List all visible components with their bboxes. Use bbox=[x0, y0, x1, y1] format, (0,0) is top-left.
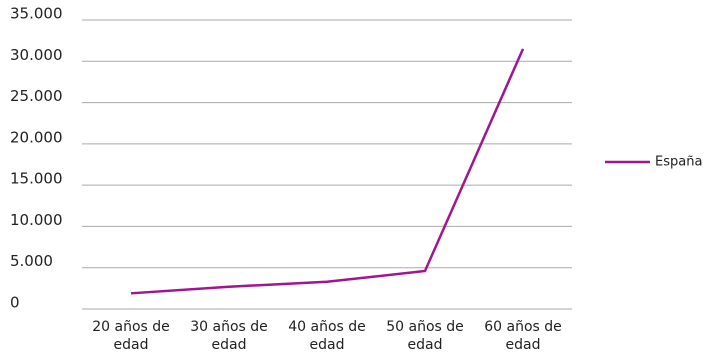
y-tick-label: 20.000 bbox=[10, 128, 63, 146]
y-tick-label: 5.000 bbox=[10, 252, 53, 270]
line bbox=[130, 48, 525, 295]
y-tick-label: 0 bbox=[10, 294, 20, 312]
x-tick-label: 60 años de edad bbox=[484, 319, 562, 353]
x-tick-label: 50 años de edad bbox=[386, 319, 464, 353]
x-tick-label: 40 años de edad bbox=[288, 319, 366, 353]
y-tick-label: 35.000 bbox=[10, 5, 63, 23]
y-tick-label: 15.000 bbox=[10, 170, 63, 188]
y-tick-label: 25.000 bbox=[10, 87, 63, 105]
x-tick-label: 20 años de edad bbox=[92, 319, 170, 353]
y-tick-label: 30.000 bbox=[10, 46, 63, 64]
x-tick-label: 30 años de edad bbox=[190, 319, 268, 353]
legend-label: España bbox=[655, 155, 702, 170]
y-tick-label: 10.000 bbox=[10, 211, 63, 229]
